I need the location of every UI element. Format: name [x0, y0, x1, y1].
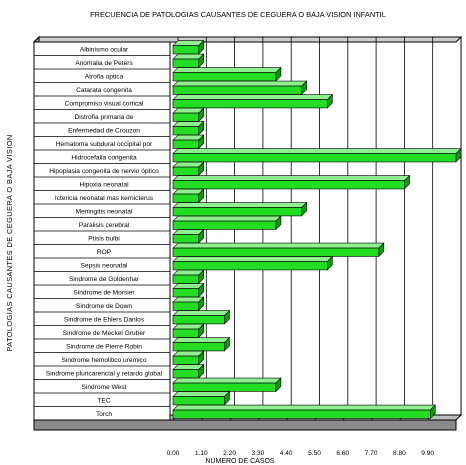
bar — [172, 166, 200, 176]
bar — [172, 247, 380, 257]
bar — [172, 261, 328, 271]
category-label: Distrofia primaria de — [75, 114, 134, 121]
category-label: TEC — [97, 397, 110, 404]
bar-top — [172, 148, 462, 154]
bar-top — [172, 404, 436, 411]
bar — [172, 58, 200, 68]
x-tick-labels: 0.00 1.10 2.20 3.30 4.40 5.50 6.60 7.70 8.80 9.90 — [167, 450, 435, 457]
bar — [172, 220, 277, 230]
bar — [172, 99, 328, 109]
plot-base-band — [33, 419, 457, 431]
category-label: Ptisis bulbi — [88, 235, 120, 242]
category-label: Compromiso visual cortical — [65, 100, 144, 107]
bar — [172, 409, 431, 419]
bar — [172, 396, 225, 406]
category-labels: Albinismo ocular Anomalia de Peters Atrofi… — [34, 46, 170, 418]
bar — [172, 193, 200, 203]
x-tick-label: 1.10 — [195, 450, 208, 457]
category-label: Sindrome West — [82, 384, 127, 391]
x-tick-label: 6.60 — [336, 450, 349, 457]
bar-top — [172, 215, 282, 222]
category-label: Sindrome de Pierre Robin — [66, 343, 142, 350]
bar — [172, 45, 200, 55]
bar — [172, 355, 200, 365]
bar-top — [172, 310, 231, 316]
category-label: Sindrome pluricarencial y retardo global — [46, 370, 163, 377]
category-label: Anomalia de Peters — [75, 60, 133, 67]
category-label: Sindrome hemolitico uremico — [61, 357, 146, 364]
bar-top — [172, 67, 282, 73]
bar-top — [172, 391, 231, 397]
bar — [172, 85, 302, 95]
bar — [172, 139, 200, 149]
bar — [172, 301, 200, 311]
bar-top — [172, 202, 308, 208]
bar — [172, 126, 200, 136]
category-label: Albinismo ocular — [80, 46, 129, 53]
x-tick-label: 2.20 — [223, 450, 236, 457]
bar — [172, 153, 457, 163]
bar — [172, 234, 200, 244]
category-label: Sindrome de Goldenhar — [69, 276, 140, 283]
x-tick-label: 9.90 — [421, 450, 434, 457]
x-tick-label: 0.00 — [167, 450, 180, 457]
bar — [172, 328, 200, 338]
category-label: Enfermedad de Crouzon — [68, 127, 140, 134]
bar — [172, 274, 200, 284]
category-label: Paralisis cerebral — [79, 222, 130, 229]
category-label: Catarata congenita — [76, 87, 132, 94]
x-tick-label: 7.70 — [365, 450, 378, 457]
category-label: Sindrome de Morsier — [73, 289, 135, 296]
category-label: Torch — [96, 411, 112, 418]
bar-top — [172, 242, 385, 249]
bar — [172, 72, 277, 82]
bar-top — [172, 94, 334, 100]
x-tick-label: 4.40 — [280, 450, 293, 457]
category-label: Sindrome de Ehlers Danlos — [64, 316, 145, 323]
bar-top — [172, 175, 411, 181]
plot-top-face — [32, 36, 463, 43]
category-label: Hematoma subdural occipital por — [56, 141, 153, 148]
bar — [172, 369, 200, 379]
bar — [172, 382, 277, 392]
x-tick-label: 8.80 — [393, 450, 406, 457]
bar — [172, 342, 225, 352]
x-tick-label: 5.50 — [308, 450, 321, 457]
bar-top — [172, 337, 231, 343]
category-label: Hidrocefalia congenita — [71, 154, 137, 161]
category-label: ROP — [97, 249, 112, 256]
category-label: Meningitis neonatal — [76, 208, 133, 215]
bar — [172, 112, 200, 122]
category-label: Hipoxia neonatal — [79, 181, 129, 188]
bar — [172, 207, 302, 217]
x-axis-label: NUMERO DE CASOS — [205, 458, 275, 465]
bars — [172, 39, 462, 420]
bar — [172, 288, 200, 298]
category-label: Sindrome de Meckel Gruber — [63, 330, 146, 337]
bar — [172, 315, 225, 325]
category-label: Ictericia neonatal mas kernicterus — [55, 195, 154, 202]
category-label: Hipoplasia congenita de nervio óptico — [49, 168, 159, 175]
bar-top — [172, 377, 282, 384]
category-label: Sindrome de Down — [76, 303, 132, 310]
category-label: Atrofia optica — [85, 73, 124, 80]
chart-title: FRECUENCIA DE PATOLOGIAS CAUSANTES DE CE… — [90, 10, 386, 19]
category-label: Sepsis neonatal — [81, 262, 128, 269]
bar-top — [172, 256, 334, 262]
bar — [172, 180, 405, 190]
bar-top — [172, 80, 308, 87]
y-axis-label: PATOLOGIAS CAUSANTES DE CEGUERA O BAJA V… — [5, 134, 14, 351]
x-tick-label: 3.30 — [251, 450, 264, 457]
